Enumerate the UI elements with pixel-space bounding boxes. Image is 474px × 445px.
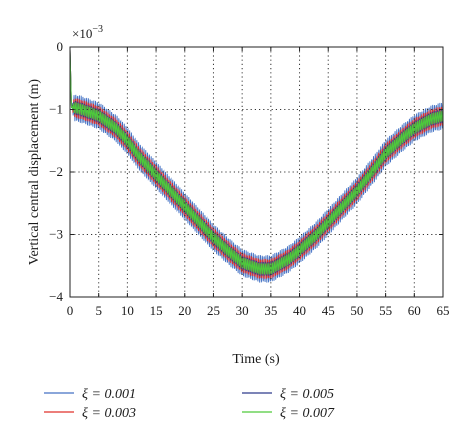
y-tick-label: −2: [49, 164, 63, 179]
legend-label-3: ξ = 0.005: [280, 387, 334, 402]
x-tick-label: 0: [67, 303, 74, 318]
y-tick-label: 0: [57, 39, 64, 54]
legend-label-2: ξ = 0.003: [82, 406, 136, 421]
x-tick-label: 5: [95, 303, 102, 318]
y-axis-title: Vertical central displacement (m): [27, 79, 42, 266]
x-tick-label: 40: [293, 303, 306, 318]
legend-label-4: ξ = 0.007: [280, 406, 335, 421]
series-line-4: [69, 46, 444, 276]
x-tick-label: 15: [150, 303, 163, 318]
x-tick-label: 60: [408, 303, 421, 318]
x-tick-label: 45: [322, 303, 335, 318]
series-layer: [69, 46, 444, 283]
x-tick-label: 30: [236, 303, 249, 318]
x-tick-label: 35: [264, 303, 277, 318]
x-axis-title: Time (s): [232, 352, 280, 367]
x-tick-label: 10: [121, 303, 134, 318]
x-tick-label: 65: [437, 303, 450, 318]
x-tick-label: 20: [178, 303, 191, 318]
series-line-1: [69, 46, 444, 283]
y-tick-label: −3: [49, 227, 63, 242]
legend: ξ = 0.001 ξ = 0.003 ξ = 0.005 ξ = 0.007: [44, 387, 335, 421]
grid-layer: [70, 47, 443, 297]
x-tick-label: 25: [207, 303, 220, 318]
x-tick-label: 55: [379, 303, 392, 318]
y-multiplier: ×10−3: [72, 24, 103, 41]
x-tick-label: 50: [350, 303, 363, 318]
y-tick-label: −4: [49, 289, 63, 304]
ticks-layer: 0 5 10 15 20 25 30 35 40 45 50 55 60 65 0 −1 −2 −3 −4: [49, 39, 449, 318]
y-tick-label: −1: [49, 102, 63, 117]
legend-label-1: ξ = 0.001: [82, 387, 136, 402]
